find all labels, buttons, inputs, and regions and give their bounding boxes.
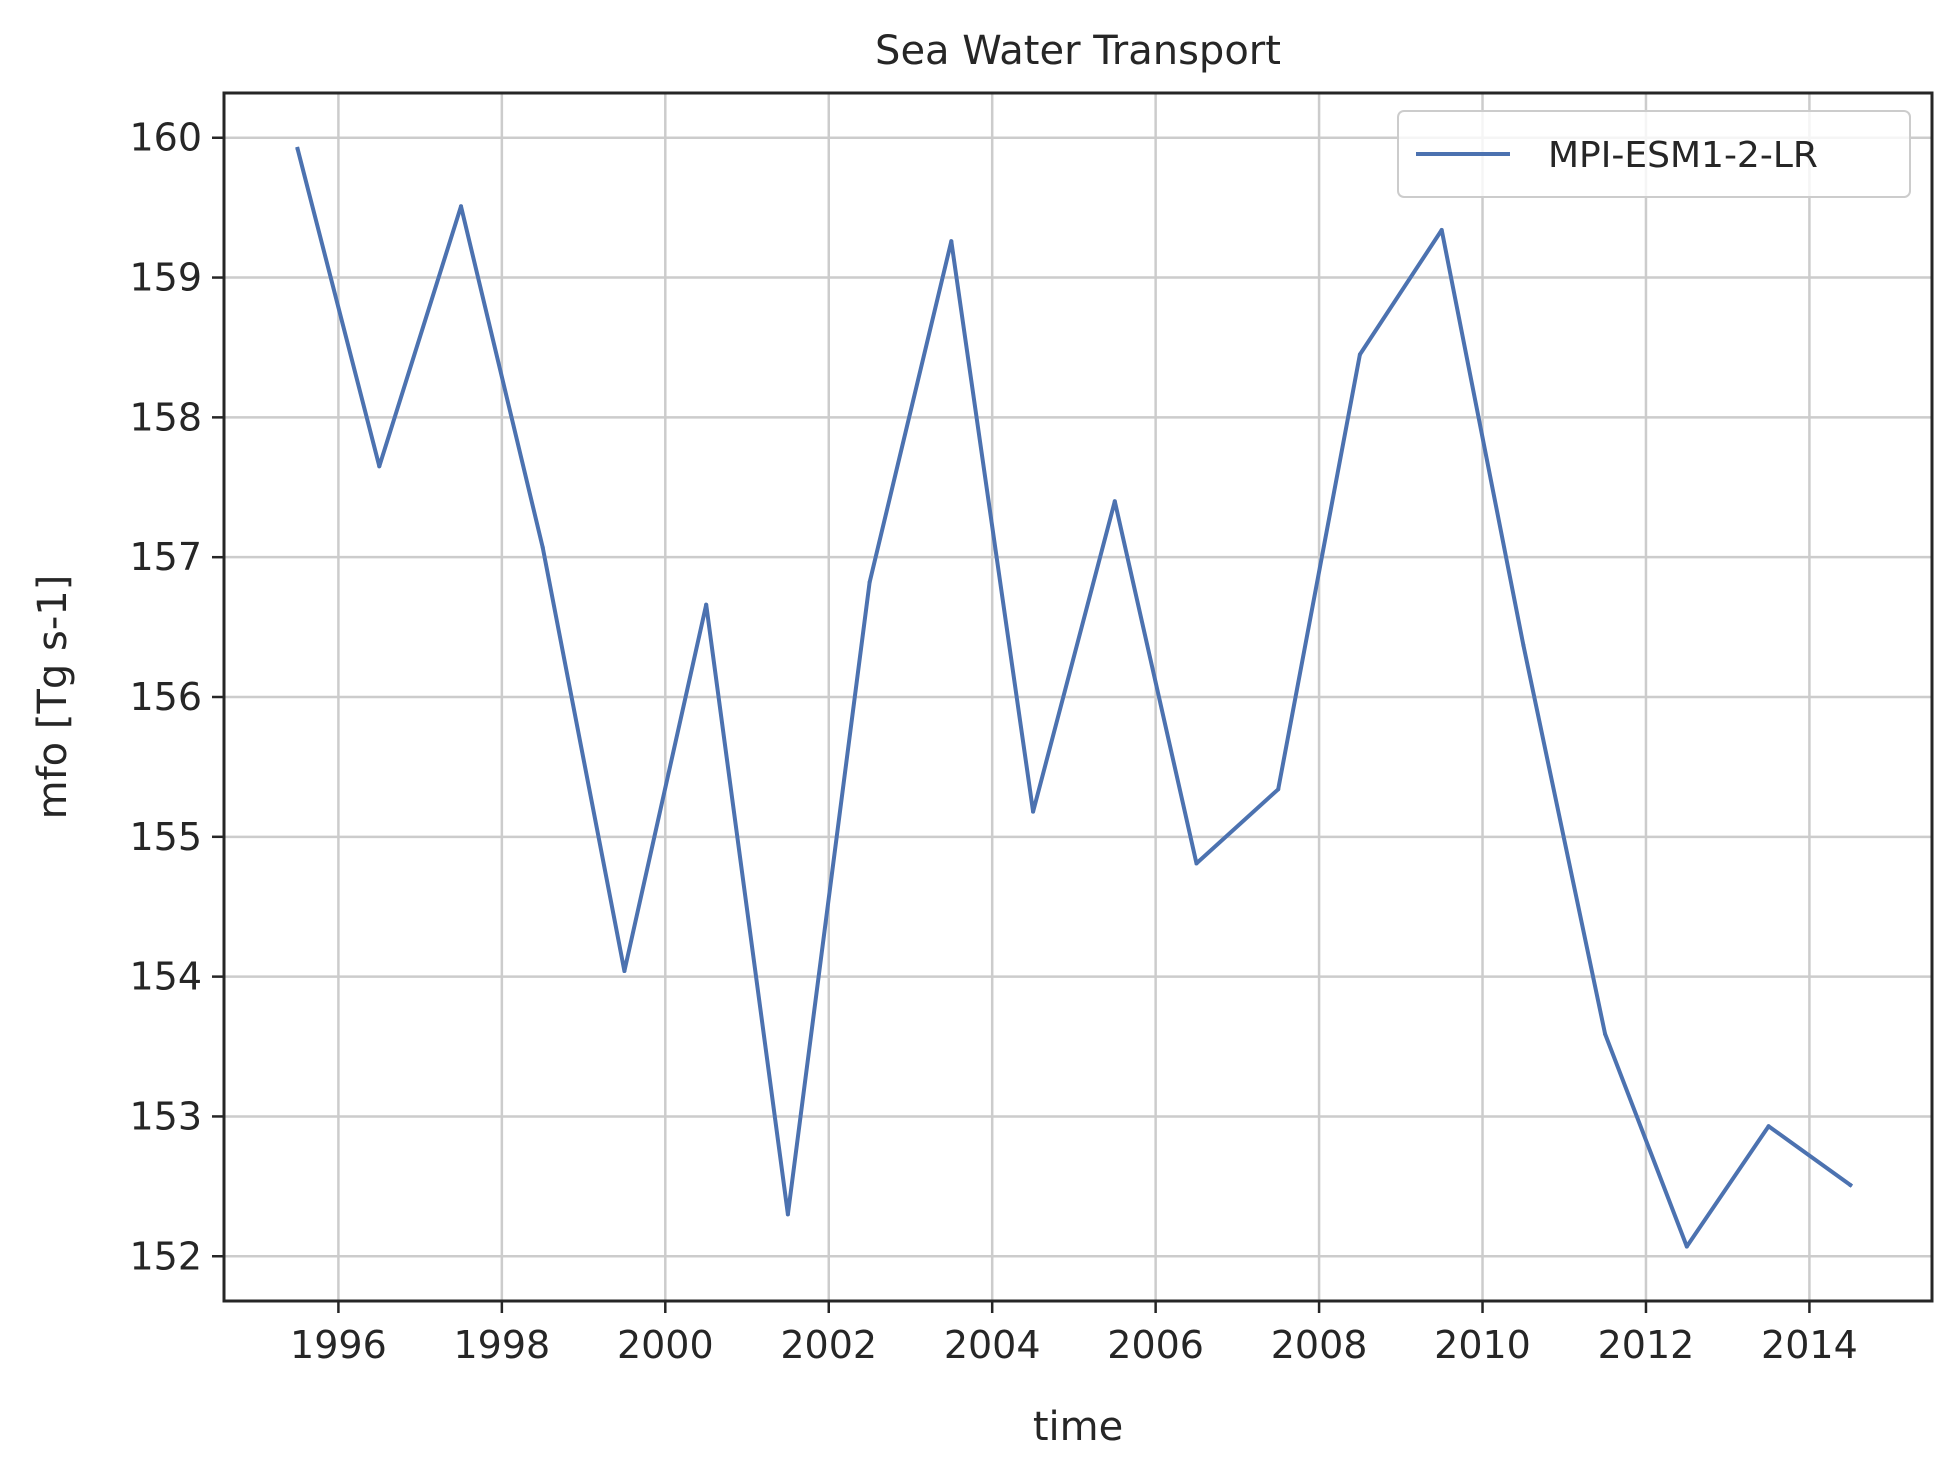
x-tick-label: 2010 — [1434, 1323, 1531, 1367]
x-tick-label: 2012 — [1598, 1323, 1695, 1367]
legend-label: MPI-ESM1-2-LR — [1548, 135, 1818, 176]
data-point — [785, 1212, 790, 1217]
x-tick-label: 1996 — [290, 1323, 387, 1367]
y-tick-label: 152 — [129, 1234, 202, 1278]
y-tick-label: 155 — [129, 815, 202, 859]
data-point — [1684, 1244, 1689, 1249]
x-tick-label: 2006 — [1107, 1323, 1204, 1367]
x-axis: 1996 1998 2000 2002 2004 2006 2008 2010 2012 2014 — [290, 1301, 1858, 1367]
data-point — [1112, 499, 1117, 504]
data-point — [1194, 861, 1199, 866]
y-tick-label: 158 — [129, 395, 202, 439]
data-point — [295, 146, 300, 151]
y-tick-label: 153 — [129, 1094, 202, 1138]
x-tick-label: 2014 — [1761, 1323, 1858, 1367]
x-tick-label: 2002 — [780, 1323, 877, 1367]
data-point — [1276, 787, 1281, 792]
y-tick-label: 156 — [129, 675, 202, 719]
data-point — [1439, 228, 1444, 233]
data-point — [949, 239, 954, 244]
y-tick-label: 160 — [129, 116, 202, 160]
y-axis: 152 153 154 155 156 157 158 159 160 — [129, 116, 224, 1278]
legend: MPI-ESM1-2-LR — [1397, 110, 1911, 198]
data-point — [1521, 643, 1526, 648]
data-point — [377, 464, 382, 469]
chart-title: Sea Water Transport — [875, 28, 1281, 74]
x-tick-label: 2004 — [944, 1323, 1041, 1367]
data-point — [704, 602, 709, 607]
data-point — [622, 969, 627, 974]
x-tick-label: 2008 — [1271, 1323, 1368, 1367]
x-tick-label: 1998 — [453, 1323, 550, 1367]
data-point — [1357, 352, 1362, 357]
legend-box — [1397, 110, 1911, 198]
y-tick-label: 159 — [129, 256, 202, 300]
data-point — [1031, 809, 1036, 814]
data-point — [1766, 1124, 1771, 1129]
data-point — [458, 204, 463, 209]
series-group — [295, 146, 1854, 1249]
data-point — [867, 580, 872, 585]
data-point — [540, 545, 545, 550]
grid — [224, 93, 1932, 1301]
y-tick-label: 157 — [129, 535, 202, 579]
series-line — [295, 146, 1854, 1249]
x-axis-label: time — [1033, 1404, 1123, 1450]
x-tick-label: 2000 — [617, 1323, 714, 1367]
data-point — [1603, 1031, 1608, 1036]
y-axis-label: mfo [Tg s-1] — [30, 575, 76, 820]
y-tick-label: 154 — [129, 955, 202, 999]
data-point — [1848, 1182, 1853, 1187]
